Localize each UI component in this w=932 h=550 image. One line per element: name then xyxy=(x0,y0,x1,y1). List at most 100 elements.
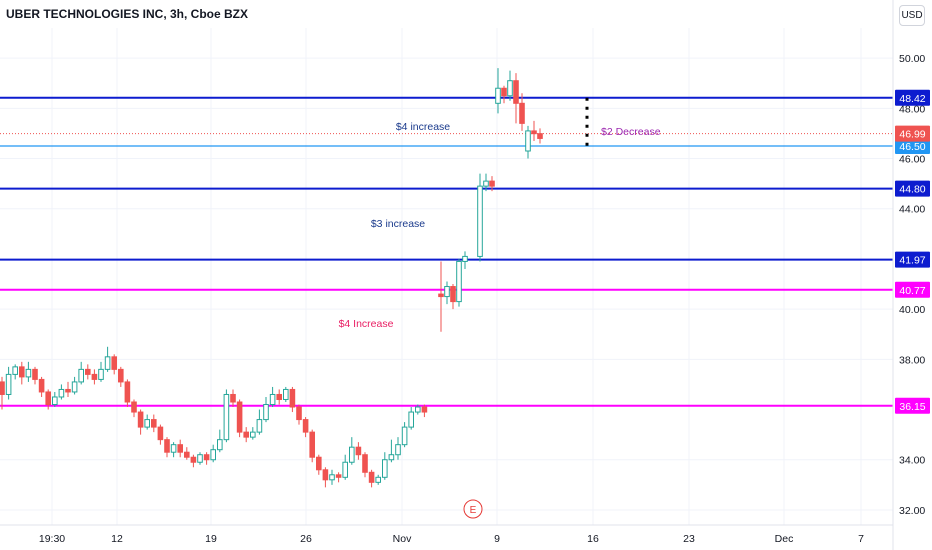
candle-body xyxy=(250,431,256,438)
candle xyxy=(170,442,177,458)
candle-body xyxy=(309,431,315,458)
candle-body xyxy=(342,461,348,478)
candle-body xyxy=(489,180,495,187)
candle xyxy=(5,366,12,400)
earnings-marker-label: E xyxy=(470,505,477,516)
candle xyxy=(322,467,329,488)
level-price-label: 36.15 xyxy=(899,401,925,413)
candle xyxy=(223,389,230,443)
candle xyxy=(507,70,513,101)
annotation-label: $2 Decrease xyxy=(601,126,661,138)
candle xyxy=(388,439,395,463)
candle-body xyxy=(444,286,450,298)
candle-body xyxy=(85,368,91,375)
earnings-marker: E xyxy=(463,499,483,519)
candle-body xyxy=(184,451,190,458)
candle xyxy=(71,376,78,395)
candle xyxy=(269,386,276,408)
candle-body xyxy=(438,293,444,298)
candle-body xyxy=(190,456,197,463)
candlesticks xyxy=(0,68,543,488)
candle-body xyxy=(375,476,381,483)
level-price-tag xyxy=(895,251,930,268)
candle xyxy=(197,452,203,465)
candle xyxy=(250,427,256,440)
annotations: $4 increase $3 increase $4 Increase $2 Decr… xyxy=(339,97,661,519)
candle-body xyxy=(368,471,375,483)
candle xyxy=(375,474,381,485)
candle xyxy=(368,469,375,488)
candle xyxy=(85,364,91,380)
candle xyxy=(276,389,282,405)
candle-body xyxy=(513,80,519,104)
candle-body xyxy=(296,406,302,421)
currency-button[interactable]: USD xyxy=(899,5,925,26)
candle xyxy=(263,396,269,423)
chart-title: UBER TECHNOLOGIES INC, 3h, Cboe BZX xyxy=(6,7,249,21)
candle-body xyxy=(269,393,276,406)
candle xyxy=(283,386,289,403)
candle xyxy=(78,361,85,385)
candle-body xyxy=(151,419,157,428)
candle xyxy=(316,454,322,475)
candle-body xyxy=(230,393,236,403)
level-price-label: 41.97 xyxy=(899,255,925,267)
candle xyxy=(296,404,302,425)
price-axis: 50.00 48.00 46.00 44.00 40.00 38.00 34.00 32.00… xyxy=(892,0,930,550)
candle-body xyxy=(91,373,98,380)
level-price-tag xyxy=(895,397,930,414)
candle-body xyxy=(65,388,71,393)
candle xyxy=(104,346,111,372)
candle-body xyxy=(78,368,85,383)
candle-body xyxy=(531,130,537,135)
candle-body xyxy=(501,87,507,97)
candle xyxy=(335,472,342,483)
candle-body xyxy=(118,368,124,383)
candle xyxy=(52,391,58,408)
last-price-label: 46.99 xyxy=(899,129,925,141)
candle-body xyxy=(111,356,118,370)
candle xyxy=(184,447,190,460)
candle-body xyxy=(289,388,296,408)
candle xyxy=(58,384,65,400)
candle xyxy=(164,437,170,458)
candle-body xyxy=(144,419,150,428)
candle xyxy=(537,128,543,144)
candle-body xyxy=(477,185,483,257)
annotation-label: $4 increase xyxy=(396,121,450,133)
candle-body xyxy=(131,401,137,413)
candle-body xyxy=(322,469,329,481)
x-tick-label: 7 xyxy=(858,533,864,545)
candle xyxy=(25,361,32,382)
y-tick-label: 38.00 xyxy=(899,354,925,366)
candle-body xyxy=(388,454,395,461)
candle-body xyxy=(483,180,489,187)
candle xyxy=(111,354,118,375)
y-tick-label: 48.00 xyxy=(899,103,925,115)
candle-body xyxy=(5,373,12,395)
candle xyxy=(395,437,401,460)
candle xyxy=(349,437,355,465)
candle xyxy=(118,366,124,387)
candle xyxy=(45,389,52,410)
x-tick-label: 9 xyxy=(494,533,500,545)
candle xyxy=(217,429,223,453)
candle xyxy=(483,173,489,192)
candle xyxy=(489,176,495,192)
candle xyxy=(157,424,164,445)
candle-body xyxy=(137,411,144,428)
candle xyxy=(302,417,309,438)
candle-body xyxy=(124,381,131,403)
candle xyxy=(438,261,444,332)
candle-body xyxy=(243,431,249,438)
candle-body xyxy=(421,406,428,413)
candle-body xyxy=(495,87,501,104)
level-price-label: 48.42 xyxy=(899,93,925,105)
candle-body xyxy=(25,368,32,378)
level-price-label: 40.77 xyxy=(899,285,925,297)
candle xyxy=(38,376,45,397)
candle-body xyxy=(12,366,18,375)
candle-body xyxy=(382,459,388,478)
